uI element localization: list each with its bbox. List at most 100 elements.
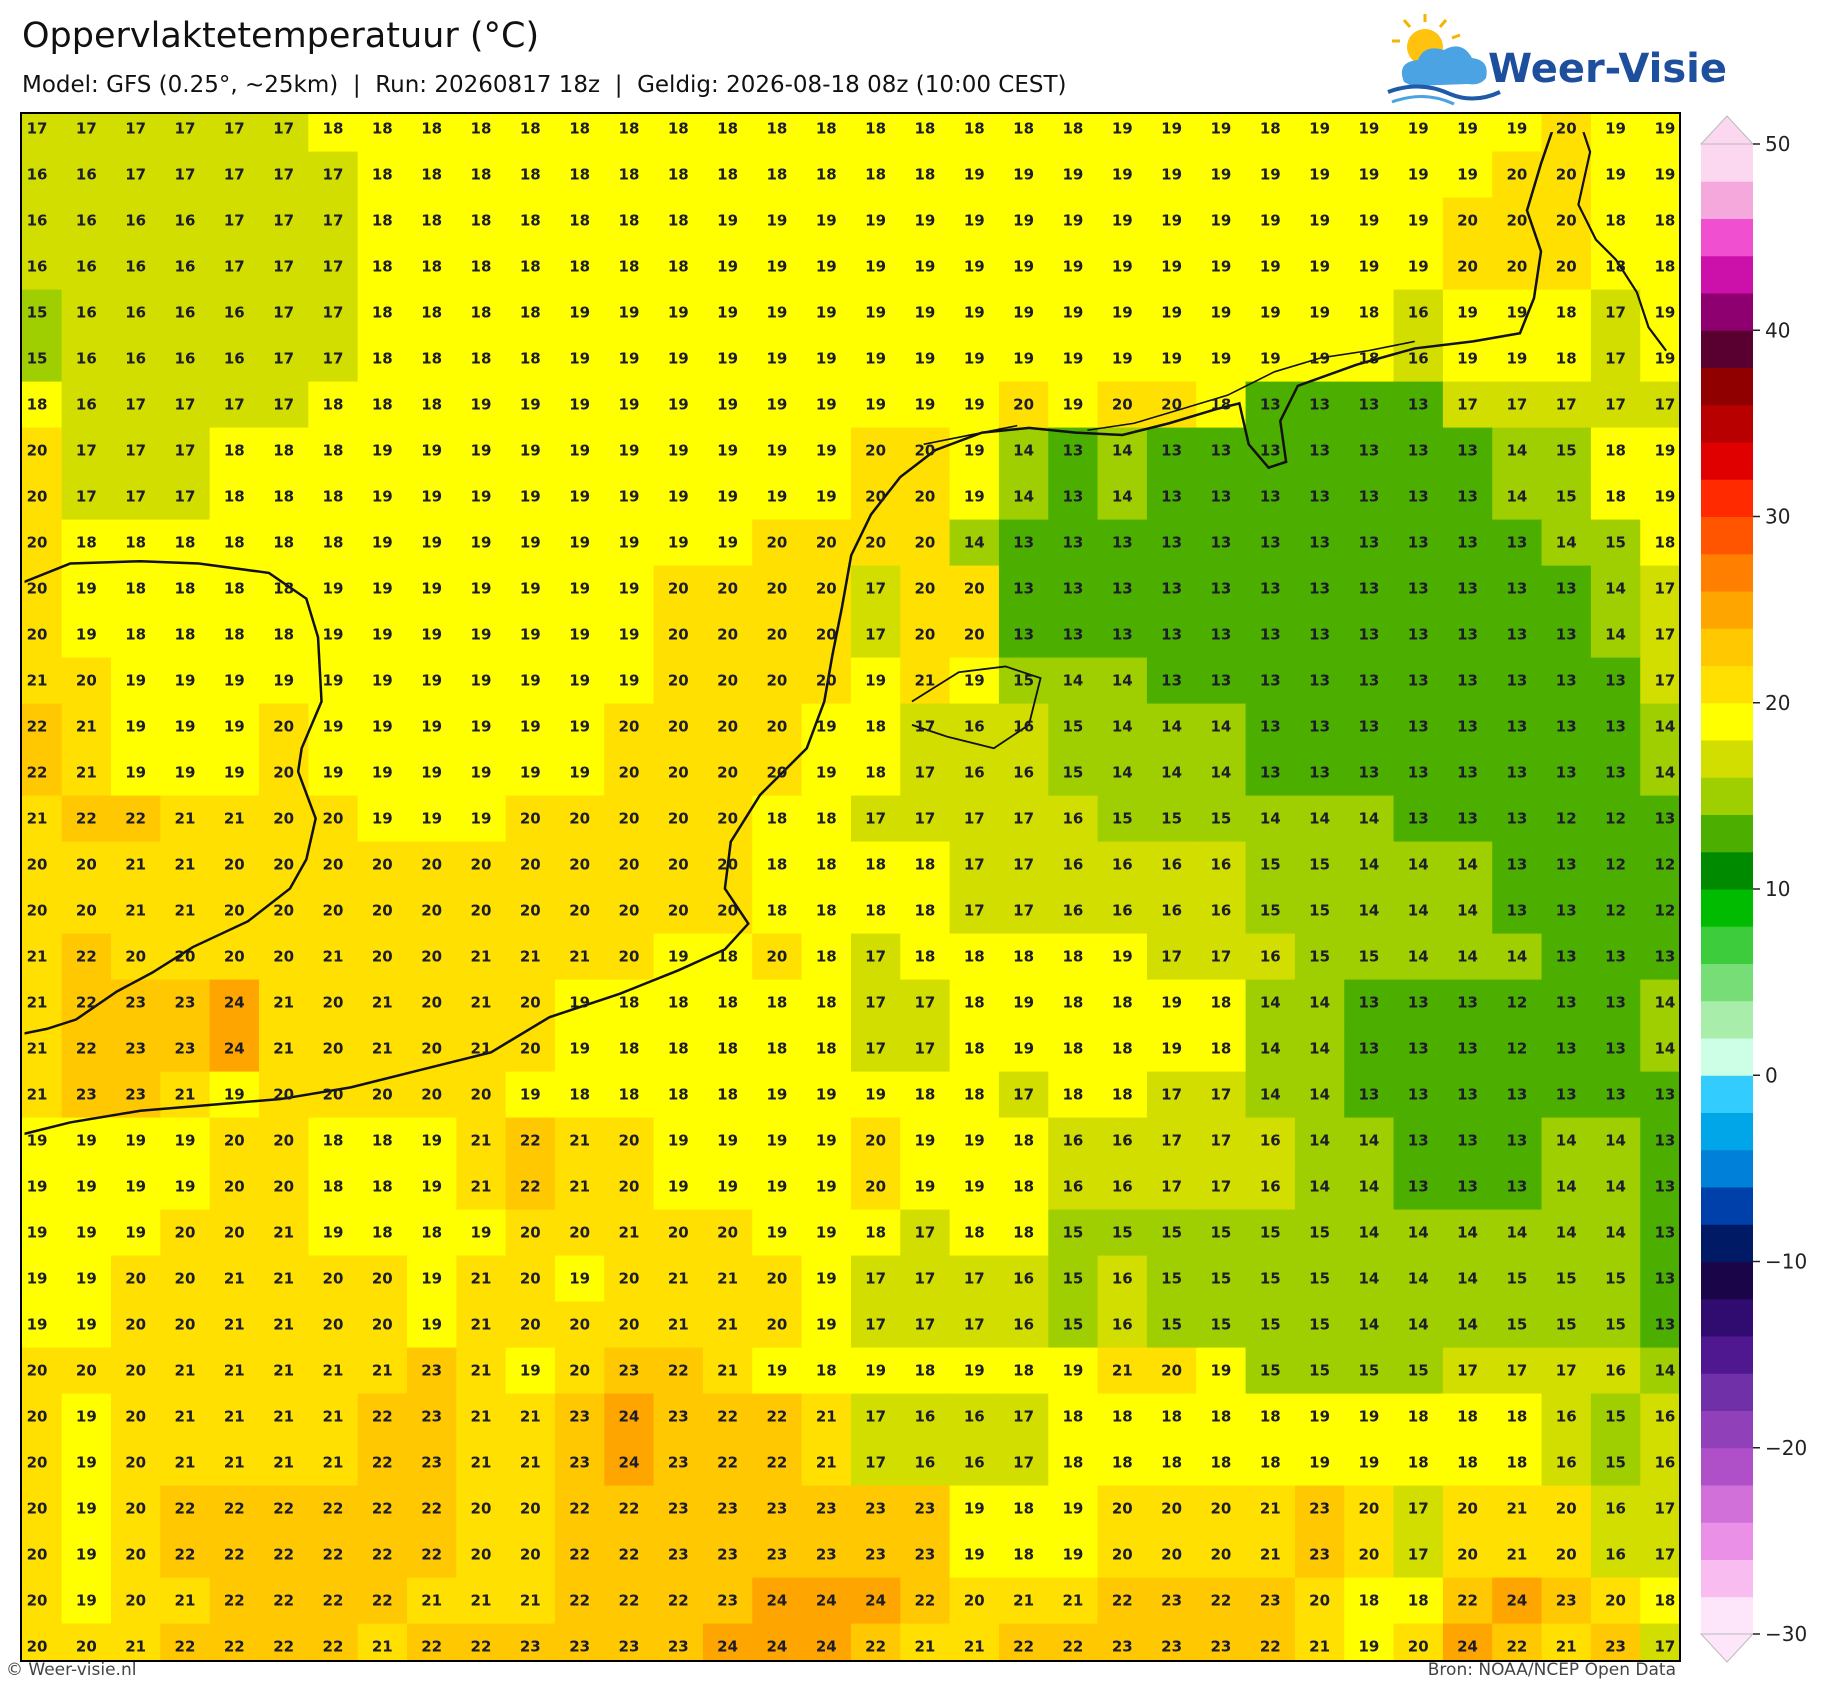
temperature-value: 22 — [273, 1592, 294, 1610]
temperature-value: 22 — [76, 994, 97, 1012]
temperature-cell — [21, 1347, 63, 1395]
temperature-value: 13 — [1358, 1086, 1379, 1104]
temperature-cell — [1048, 381, 1099, 429]
temperature-cell — [209, 703, 260, 751]
temperature-cell — [1294, 197, 1345, 245]
temperature-cell — [752, 703, 803, 751]
temperature-cell — [702, 243, 753, 291]
temperature-cell — [21, 1255, 63, 1303]
temperature-cell — [801, 243, 852, 291]
temperature-cell — [1492, 979, 1543, 1027]
temperature-value: 18 — [668, 1040, 689, 1058]
temperature-cell — [1146, 1163, 1197, 1211]
temperature-value: 23 — [816, 1546, 837, 1564]
temperature-cell — [1196, 197, 1247, 245]
temperature-cell — [110, 749, 161, 797]
temperature-cell — [1442, 1117, 1493, 1165]
temperature-value: 23 — [717, 1546, 738, 1564]
temperature-cell — [949, 243, 1000, 291]
temperature-cell — [160, 151, 211, 199]
temperature-value: 24 — [717, 1638, 738, 1656]
temperature-cell — [949, 519, 1000, 567]
temperature-value: 17 — [964, 810, 985, 828]
temperature-value: 13 — [1506, 1086, 1527, 1104]
temperature-cell — [900, 151, 951, 199]
temperature-value: 19 — [619, 580, 640, 598]
temperature-value: 13 — [1654, 1132, 1675, 1150]
temperature-value: 19 — [1654, 120, 1675, 138]
temperature-cell — [21, 1209, 63, 1257]
temperature-cell — [554, 1025, 605, 1073]
temperature-value: 17 — [224, 258, 245, 276]
temperature-cell — [61, 113, 112, 153]
temperature-value: 21 — [1112, 1362, 1133, 1380]
temperature-value: 20 — [816, 534, 837, 552]
temperature-cell — [801, 657, 852, 705]
temperature-value: 15 — [1408, 1362, 1429, 1380]
temperature-cell — [505, 749, 556, 797]
temperature-value: 14 — [1260, 1040, 1281, 1058]
temperature-cell — [258, 151, 309, 199]
temperature-cell — [752, 887, 803, 935]
temperature-value: 14 — [1161, 718, 1182, 736]
temperature-value: 15 — [1013, 672, 1034, 690]
temperature-value: 20 — [520, 994, 541, 1012]
temperature-cell — [1492, 519, 1543, 567]
temperature-cell — [554, 1209, 605, 1257]
temperature-value: 19 — [1457, 120, 1478, 138]
temperature-cell — [1640, 703, 1680, 751]
colorbar-tick-label: −20 — [1765, 1436, 1807, 1460]
temperature-cell — [209, 1117, 260, 1165]
temperature-cell — [1294, 113, 1345, 153]
temperature-value: 19 — [767, 212, 788, 230]
temperature-value: 18 — [964, 1086, 985, 1104]
temperature-cell — [900, 1025, 951, 1073]
temperature-value: 13 — [1358, 488, 1379, 506]
temperature-cell — [258, 1117, 309, 1165]
temperature-cell — [1442, 1209, 1493, 1257]
temperature-value: 19 — [964, 1500, 985, 1518]
temperature-value: 21 — [224, 1270, 245, 1288]
colorbar-segment — [1701, 777, 1753, 815]
temperature-value: 15 — [1605, 1316, 1626, 1334]
temperature-value: 19 — [1062, 1546, 1083, 1564]
temperature-cell — [900, 749, 951, 797]
temperature-cell — [801, 151, 852, 199]
temperature-value: 18 — [421, 1224, 442, 1242]
temperature-cell — [900, 611, 951, 659]
temperature-value: 19 — [520, 718, 541, 736]
temperature-cell — [801, 289, 852, 337]
temperature-value: 19 — [865, 1086, 886, 1104]
temperature-value: 18 — [717, 1086, 738, 1104]
temperature-cell — [406, 841, 457, 889]
temperature-value: 18 — [767, 120, 788, 138]
temperature-cell — [752, 933, 803, 981]
temperature-value: 14 — [1506, 1224, 1527, 1242]
temperature-value: 20 — [964, 580, 985, 598]
temperature-cell — [900, 657, 951, 705]
temperature-value: 18 — [816, 948, 837, 966]
temperature-cell — [1097, 1255, 1148, 1303]
temperature-cell — [604, 1347, 655, 1395]
logo-cloud — [1401, 46, 1487, 86]
temperature-cell — [1590, 703, 1641, 751]
temperature-value: 20 — [224, 1132, 245, 1150]
temperature-value: 22 — [372, 1592, 393, 1610]
temperature-cell — [900, 113, 951, 153]
temperature-cell — [1146, 113, 1197, 153]
temperature-value: 18 — [865, 120, 886, 138]
temperature-cell — [604, 381, 655, 429]
temperature-value: 16 — [1112, 856, 1133, 874]
temperature-value: 19 — [520, 396, 541, 414]
temperature-value: 13 — [1506, 580, 1527, 598]
temperature-cell — [406, 749, 457, 797]
temperature-value: 19 — [619, 396, 640, 414]
temperature-cell — [1640, 151, 1680, 199]
temperature-value: 18 — [421, 304, 442, 322]
temperature-cell — [1245, 979, 1296, 1027]
temperature-cell — [1344, 473, 1395, 521]
temperature-cell — [900, 565, 951, 613]
temperature-value: 20 — [1556, 212, 1577, 230]
temperature-value: 13 — [1358, 1040, 1379, 1058]
temperature-cell — [998, 151, 1049, 199]
